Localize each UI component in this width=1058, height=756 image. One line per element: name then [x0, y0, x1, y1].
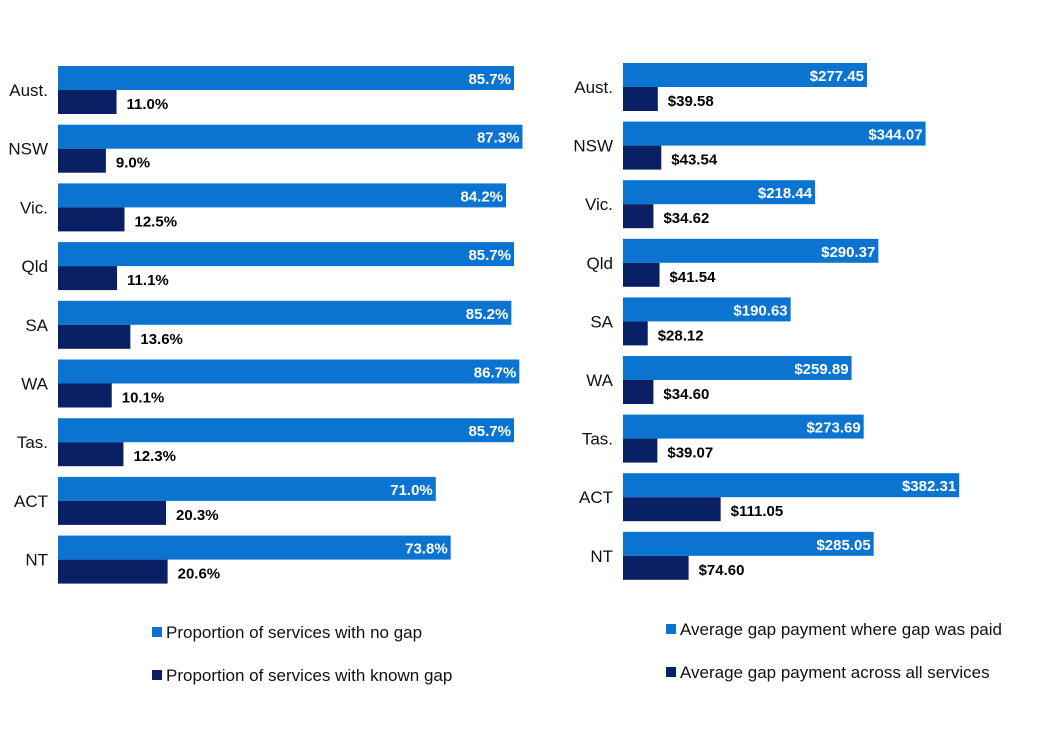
data-label: 13.6%: [140, 331, 183, 348]
data-label: $277.45: [810, 68, 864, 85]
bar-primary: [623, 297, 791, 322]
category-label: WA: [21, 375, 48, 394]
data-label: $111.05: [731, 503, 784, 520]
data-label: 12.3%: [133, 448, 176, 465]
bar-secondary: [623, 262, 660, 287]
bar-secondary: [58, 90, 117, 114]
bar-secondary: [58, 383, 112, 408]
category-label: Qld: [22, 257, 48, 276]
bar-primary: [58, 535, 451, 560]
bar-secondary: [58, 559, 168, 584]
category-label: WA: [586, 371, 613, 390]
legend-swatch: [152, 627, 162, 637]
category-label: Vic.: [20, 198, 48, 217]
data-label: $273.69: [806, 420, 860, 437]
category-label: ACT: [14, 492, 48, 511]
category-label: ACT: [579, 488, 613, 507]
data-label: $39.58: [668, 93, 714, 110]
data-label: 9.0%: [116, 155, 150, 172]
bar-secondary: [58, 266, 118, 291]
bar-secondary: [58, 500, 167, 525]
bar-secondary: [623, 380, 654, 404]
bar-primary: [623, 121, 926, 146]
data-label: $290.37: [821, 244, 875, 261]
category-label: Tas.: [582, 430, 613, 449]
category-label: Tas.: [17, 433, 48, 452]
legend-label: Average gap payment across all services: [680, 663, 990, 682]
bar-primary: [623, 356, 852, 380]
bar-primary: [623, 414, 864, 439]
category-label: Aust.: [574, 78, 613, 97]
legend-label: Proportion of services with known gap: [166, 666, 452, 685]
legend-swatch: [152, 670, 162, 680]
data-label: 85.7%: [468, 71, 511, 88]
bar-secondary: [58, 148, 106, 173]
category-label: NSW: [8, 140, 48, 159]
bar-primary: [58, 300, 512, 325]
data-label: $41.54: [670, 269, 717, 286]
data-label: $34.62: [663, 210, 709, 227]
bar-primary: [623, 473, 960, 498]
bar-secondary: [623, 555, 689, 580]
data-label: $344.07: [868, 127, 922, 144]
category-label: NT: [590, 547, 613, 566]
bar-primary: [623, 63, 867, 87]
bar-secondary: [623, 87, 658, 111]
data-label: 20.6%: [178, 566, 221, 583]
legend-swatch: [666, 624, 676, 634]
bar-primary: [623, 180, 816, 205]
data-label: $259.89: [794, 361, 848, 378]
data-label: $190.63: [733, 302, 787, 319]
bar-primary: [58, 359, 520, 384]
category-label: SA: [25, 316, 48, 335]
legend-label: Proportion of services with no gap: [166, 623, 422, 642]
data-label: $39.07: [667, 445, 713, 462]
data-label: $285.05: [816, 537, 870, 554]
bar-primary: [58, 242, 514, 267]
category-label: Qld: [587, 254, 613, 273]
data-label: 20.3%: [176, 507, 219, 524]
bar-secondary: [58, 324, 131, 349]
bar-secondary: [623, 145, 662, 170]
data-label: 11.0%: [127, 96, 169, 113]
bar-secondary: [623, 321, 648, 346]
data-label: 85.7%: [468, 247, 511, 264]
bar-primary: [58, 66, 514, 90]
data-label: 73.8%: [405, 541, 448, 558]
legend-label: Average gap payment where gap was paid: [680, 620, 1002, 639]
data-label: $28.12: [658, 327, 704, 344]
category-label: NT: [25, 551, 48, 570]
data-label: 71.0%: [390, 482, 433, 499]
category-label: NSW: [573, 137, 613, 156]
bar-primary: [623, 238, 879, 263]
data-label: $43.54: [671, 152, 718, 169]
bar-primary: [58, 124, 523, 149]
data-label: 86.7%: [474, 365, 517, 382]
bar-primary: [58, 183, 507, 208]
bar-primary: [58, 476, 436, 501]
data-label: 11.1%: [127, 272, 169, 289]
bar-secondary: [58, 207, 125, 232]
data-label: 87.3%: [477, 130, 520, 147]
category-label: Aust.: [9, 81, 48, 100]
data-label: 85.2%: [466, 306, 509, 323]
bar-secondary: [623, 497, 721, 522]
data-label: 84.2%: [460, 188, 503, 205]
data-label: $34.60: [663, 386, 709, 403]
data-label: $382.31: [902, 478, 956, 495]
bar-primary: [58, 418, 514, 443]
bar-secondary: [623, 204, 654, 229]
bar-secondary: [58, 442, 124, 467]
bar-secondary: [623, 438, 658, 463]
data-label: $218.44: [758, 185, 813, 202]
legend-swatch: [666, 667, 676, 677]
data-label: 10.1%: [122, 390, 165, 407]
bar-primary: [623, 531, 874, 556]
data-label: $74.60: [699, 562, 745, 579]
category-label: Vic.: [585, 195, 613, 214]
data-label: 12.5%: [135, 213, 178, 230]
category-label: SA: [590, 312, 613, 331]
data-label: 85.7%: [468, 423, 511, 440]
